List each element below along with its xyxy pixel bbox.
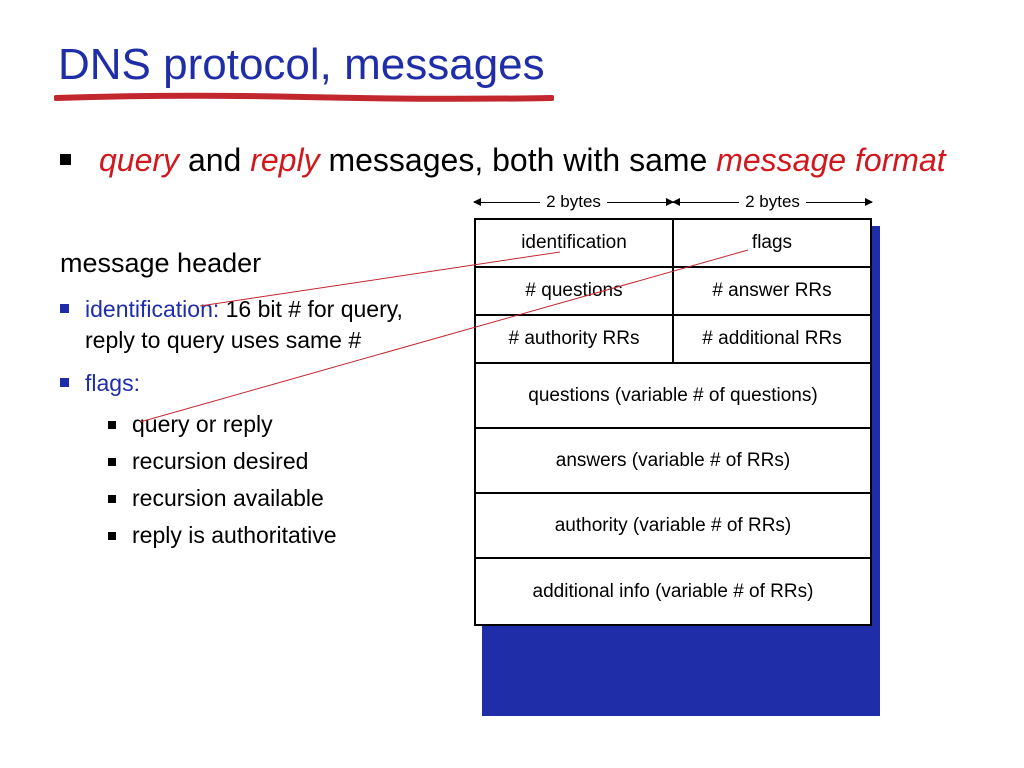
bullet-square-icon [60, 378, 69, 387]
byte-label-left: 2 bytes [474, 192, 673, 212]
list-item: query or reply [108, 411, 440, 438]
term-flags: flags: [85, 370, 140, 396]
list-item: identification: 16 bit # for query, repl… [60, 294, 440, 356]
term-query: query [99, 142, 179, 178]
cell-identification: identification [476, 232, 672, 254]
cell-questions-count: # questions [476, 280, 672, 302]
cell-answers-section: answers (variable # of RRs) [476, 450, 870, 472]
arrow-left-icon [474, 202, 540, 203]
message-format-diagram: identification flags # questions # answe… [474, 218, 874, 626]
table-row: # questions # answer RRs [476, 268, 870, 316]
list-item: reply is authoritative [108, 522, 440, 549]
sub-item-text: query or reply [132, 411, 273, 438]
arrow-left-icon [673, 202, 739, 203]
bullet-square-icon [60, 154, 71, 165]
text-middle: messages, both with same [320, 142, 717, 178]
term-message-format: message format [716, 142, 945, 178]
left-list: identification: 16 bit # for query, repl… [60, 294, 440, 559]
term-reply: reply [250, 142, 319, 178]
subheader: message header [60, 248, 261, 279]
cell-authority-section: authority (variable # of RRs) [476, 515, 870, 537]
diagram-stack: identification flags # questions # answe… [474, 218, 872, 626]
cell-authority-rrs: # authority RRs [476, 328, 672, 350]
list-item: flags: [60, 368, 440, 399]
main-bullet: query and reply messages, both with same… [60, 140, 960, 180]
list-item-text: flags: [85, 368, 140, 399]
byte-width-labels: 2 bytes 2 bytes [474, 192, 872, 212]
bullet-square-icon [108, 458, 116, 466]
table-row: # authority RRs # additional RRs [476, 316, 870, 364]
sub-item-text: recursion available [132, 485, 324, 512]
byte-label-right: 2 bytes [673, 192, 872, 212]
page-title: DNS protocol, messages [58, 40, 545, 90]
arrow-right-icon [806, 202, 872, 203]
text-and: and [179, 142, 250, 178]
sub-item-text: reply is authoritative [132, 522, 337, 549]
table-row: questions (variable # of questions) [476, 364, 870, 429]
cell-answer-rrs: # answer RRs [674, 280, 870, 302]
main-bullet-text: query and reply messages, both with same… [99, 140, 946, 180]
cell-questions-section: questions (variable # of questions) [476, 385, 870, 407]
term-identification: identification: [85, 296, 219, 322]
byte-label-text: 2 bytes [546, 192, 601, 212]
bullet-square-icon [108, 421, 116, 429]
table-row: additional info (variable # of RRs) [476, 559, 870, 624]
list-item-text: identification: 16 bit # for query, repl… [85, 294, 440, 356]
bullet-square-icon [108, 532, 116, 540]
table-row: identification flags [476, 220, 870, 268]
table-row: authority (variable # of RRs) [476, 494, 870, 559]
cell-additional-section: additional info (variable # of RRs) [476, 581, 870, 603]
bullet-square-icon [60, 304, 69, 313]
arrow-right-icon [607, 202, 673, 203]
bullet-square-icon [108, 495, 116, 503]
byte-label-text: 2 bytes [745, 192, 800, 212]
cell-additional-rrs: # additional RRs [674, 328, 870, 350]
list-item: recursion available [108, 485, 440, 512]
title-underline [54, 92, 554, 106]
table-row: answers (variable # of RRs) [476, 429, 870, 494]
list-item: recursion desired [108, 448, 440, 475]
sub-item-text: recursion desired [132, 448, 308, 475]
sub-list: query or reply recursion desired recursi… [108, 411, 440, 549]
cell-flags: flags [674, 232, 870, 254]
